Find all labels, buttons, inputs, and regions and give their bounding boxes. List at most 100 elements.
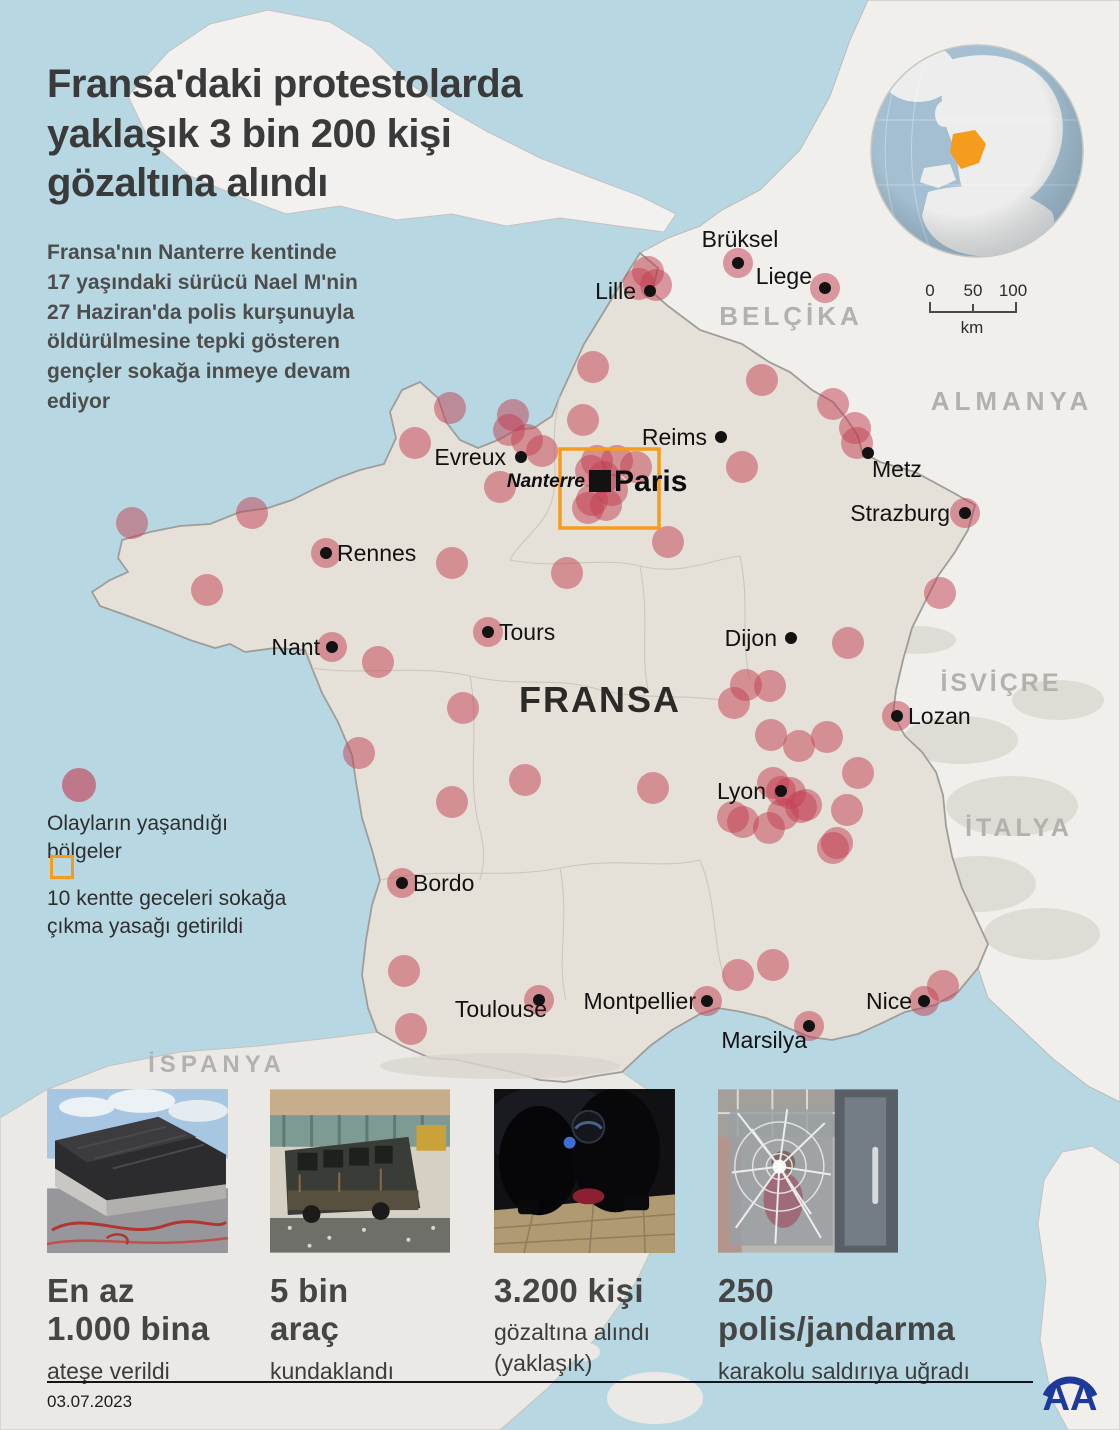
incident-dot xyxy=(509,764,541,796)
stat-buildings-number: En az 1.000 bina xyxy=(47,1272,210,1348)
incident-dot xyxy=(718,687,750,719)
photo-burned-bus xyxy=(270,1089,451,1253)
incident-dot xyxy=(832,627,864,659)
city-dot xyxy=(533,994,545,1006)
incident-dot xyxy=(399,427,431,459)
globe-inset xyxy=(870,44,1084,258)
incident-dot xyxy=(577,351,609,383)
land-island-balearic xyxy=(607,1372,703,1424)
city-markers-layer: Lille Brüksel Liege Reims Metz Strazburg Evreu… xyxy=(271,226,980,1053)
city-dot xyxy=(482,626,494,638)
country-label: İTALYA xyxy=(965,814,1073,842)
city-label: Nice xyxy=(866,988,912,1014)
city-dot xyxy=(785,632,797,644)
relief-pyrenees xyxy=(380,1053,620,1079)
page-title: Fransa'daki protestolarda yaklaşık 3 bin… xyxy=(47,62,522,206)
incident-dot xyxy=(757,949,789,981)
country-labels-layer: BELÇİKA ALMANYA FRANSA İSVİÇRE İTALYA İSPANYA xyxy=(148,301,1094,1078)
incident-dot xyxy=(343,737,375,769)
land-england xyxy=(127,9,677,233)
stat-detained-number: 3.200 kişi xyxy=(494,1272,644,1309)
scale-unit: km xyxy=(961,318,984,337)
city-dot xyxy=(959,507,971,519)
scale-0: 0 xyxy=(925,281,934,300)
incident-dot xyxy=(116,507,148,539)
incident-dot xyxy=(395,1013,427,1045)
city-dot xyxy=(732,257,744,269)
land-island-right xyxy=(1037,1145,1120,1430)
city-dot xyxy=(701,995,713,1007)
incident-dot xyxy=(620,451,652,483)
city-label: Nant xyxy=(271,634,320,660)
city-label: Bordo xyxy=(413,870,474,896)
city-label: Strazburg xyxy=(850,500,950,526)
incident-dot xyxy=(551,557,583,589)
city-label: Brüksel xyxy=(702,226,779,252)
incident-dot xyxy=(842,757,874,789)
incident-dot xyxy=(924,577,956,609)
legend-curfew-label: 10 kentte geceleri sokağa çıkma yasağı g… xyxy=(47,887,287,938)
city-label: Dijon xyxy=(725,625,777,651)
page-subtitle: Fransa'nın Nanterre kentinde 17 yaşındak… xyxy=(47,241,358,414)
incident-dot xyxy=(362,646,394,678)
city-label: Rennes xyxy=(337,540,416,566)
city-label: Marsilya xyxy=(721,1027,807,1053)
incident-dot xyxy=(722,959,754,991)
incident-dot xyxy=(436,547,468,579)
incident-dot xyxy=(811,721,843,753)
incident-dot xyxy=(572,492,604,524)
footer-date: 03.07.2023 xyxy=(47,1392,133,1411)
city-label: Reims xyxy=(642,424,707,450)
incident-dot xyxy=(526,435,558,467)
photo-burned-building xyxy=(47,1089,228,1253)
paris-label: Paris xyxy=(614,465,687,498)
city-label: Tours xyxy=(499,619,555,645)
curfew-box-layer xyxy=(558,447,661,530)
country-label: İSVİÇRE xyxy=(940,669,1061,697)
city-dot xyxy=(644,285,656,297)
incident-dot xyxy=(567,404,599,436)
incident-dot xyxy=(484,471,516,503)
land-island-small xyxy=(572,1343,600,1361)
city-dot xyxy=(819,282,831,294)
incident-dot xyxy=(637,772,669,804)
city-dot xyxy=(803,1020,815,1032)
city-dot xyxy=(891,710,903,722)
stat-detained: 3.200 kişi gözaltına alındı (yaklaşık) xyxy=(494,1272,709,1378)
stat-stations-label: karakolu saldırıya uğradı xyxy=(718,1357,970,1384)
incident-dot xyxy=(746,364,778,396)
country-label: BELÇİKA xyxy=(719,301,863,331)
stat-buildings: En az 1.000 bina ateşe verildi xyxy=(47,1272,262,1386)
stat-vehicles-label: kundaklandı xyxy=(270,1357,395,1384)
city-label: Toulouse xyxy=(455,996,547,1022)
country-label: ALMANYA xyxy=(931,386,1094,416)
svg-text:AA: AA xyxy=(1043,1377,1098,1419)
incident-dot xyxy=(755,719,787,751)
incident-dot xyxy=(783,730,815,762)
incident-dot xyxy=(436,786,468,818)
incident-dot xyxy=(754,670,786,702)
city-label: Evreux xyxy=(434,444,506,470)
stat-stations-number: 250 polis/jandarma xyxy=(718,1272,956,1348)
region-borders xyxy=(311,395,751,1001)
legend-incidents-label: Olayların yaşandığı bölgeler xyxy=(47,812,228,863)
stat-detained-label: gözaltına alındı (yaklaşık) xyxy=(494,1319,651,1376)
scale-100: 100 xyxy=(999,281,1027,300)
city-dot xyxy=(862,447,874,459)
incident-dot xyxy=(447,692,479,724)
legend-incident-dot-icon xyxy=(62,768,96,802)
nanterre-label: Nanterre xyxy=(507,471,586,492)
city-dot xyxy=(775,785,787,797)
city-label: Lozan xyxy=(908,703,971,729)
city-dot xyxy=(918,995,930,1007)
incident-dot xyxy=(831,794,863,826)
legend-curfew-square-icon xyxy=(50,855,74,879)
city-dot xyxy=(326,641,338,653)
city-label: Liege xyxy=(756,263,812,289)
city-dot xyxy=(515,451,527,463)
incident-dot xyxy=(753,812,785,844)
scale-bar xyxy=(929,302,1017,313)
incident-dot xyxy=(236,497,268,529)
